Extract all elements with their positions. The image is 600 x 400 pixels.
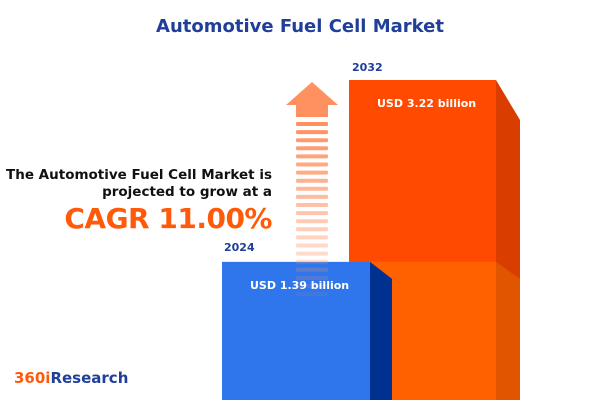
year-label-2032: 2032 <box>352 61 383 74</box>
description-line-1: The Automotive Fuel Cell Market is <box>6 167 272 183</box>
logo-part-2: Research <box>50 369 129 387</box>
arrow-stripe <box>296 170 328 175</box>
arrow-stripe <box>296 130 328 135</box>
arrow-stripe <box>296 243 328 248</box>
bar-2024 <box>222 261 370 400</box>
logo-part-1: 360i <box>14 369 51 387</box>
arrow-stripe <box>296 122 328 126</box>
arrow-stripe <box>296 267 328 272</box>
year-label-2024: 2024 <box>224 240 255 254</box>
arrow-stripe <box>296 251 328 256</box>
chart-title: Automotive Fuel Cell Market <box>156 16 444 37</box>
bar-2032-lower-side <box>496 261 520 400</box>
arrow-stripe <box>296 227 328 232</box>
arrow-stripe <box>296 203 328 207</box>
cagr-value: CAGR 11.00% <box>64 202 272 235</box>
arrow-stripe <box>296 284 328 288</box>
arrow-stripe <box>296 138 328 143</box>
value-label-2024: USD 1.39 billion <box>250 278 350 292</box>
description-line-2: projected to grow at a <box>102 184 272 200</box>
bar-2024-side <box>370 261 392 400</box>
arrow-stripe <box>296 154 328 159</box>
value-label-2032: USD 3.22 billion <box>377 97 477 110</box>
arrow-stripe <box>296 186 328 191</box>
arrow-stripe <box>296 259 328 264</box>
arrow-stripe <box>296 275 328 280</box>
arrow-up-icon <box>286 82 338 117</box>
arrow-stripe <box>296 178 328 183</box>
arrow-stripe <box>296 219 328 224</box>
arrow-stripe <box>296 146 328 151</box>
arrow-stripe <box>296 235 328 240</box>
arrow-stripe <box>296 194 328 199</box>
arrow-stripe <box>296 292 328 297</box>
arrow-stripe <box>296 211 328 216</box>
arrow-stripe <box>296 162 328 167</box>
logo: 360iResearch <box>14 369 128 387</box>
